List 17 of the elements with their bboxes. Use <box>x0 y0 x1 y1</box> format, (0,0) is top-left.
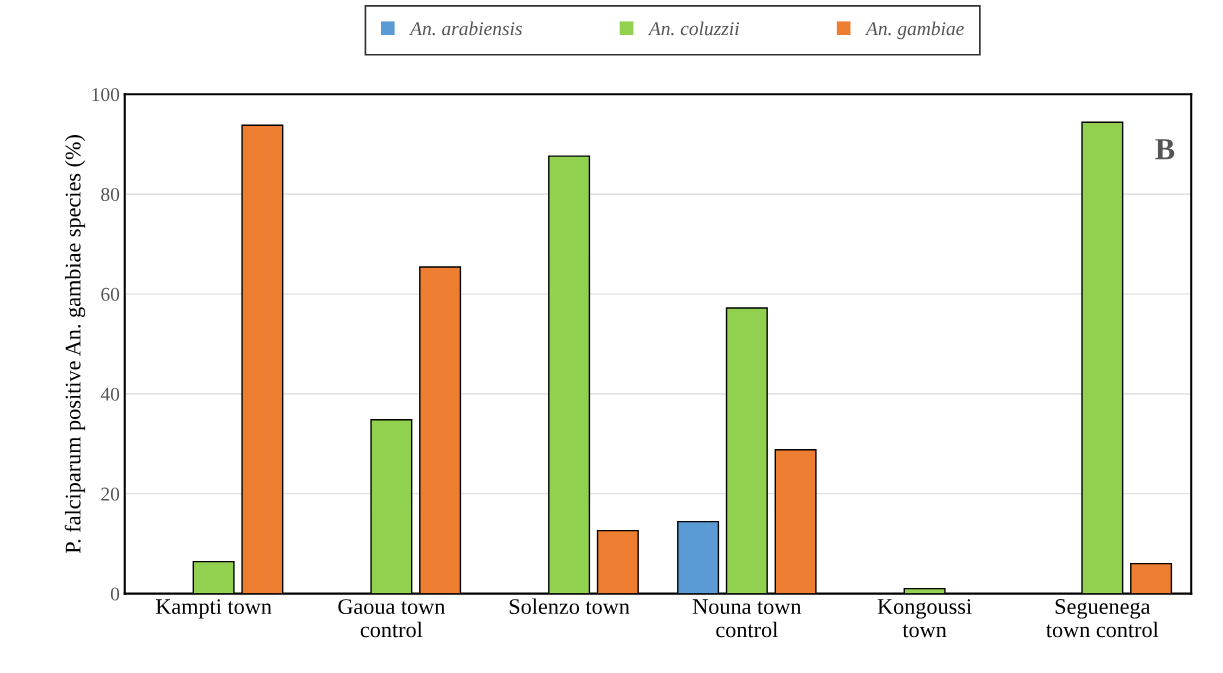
x-tick-label: Kampti town <box>155 599 272 619</box>
y-axis-title: P. falciparum positive An. gambiae species (%) <box>64 135 86 554</box>
legend-label: An. coluzzii <box>647 21 740 36</box>
y-tick-label: 60 <box>101 287 120 301</box>
x-tick-label: Kongoussi town <box>877 599 972 638</box>
legend-label: An. gambiae <box>864 21 964 40</box>
y-tick-label: 40 <box>100 387 120 401</box>
x-tick-label: Gaoua town control <box>338 599 446 638</box>
x-tick-label: Nouna town control <box>692 599 802 638</box>
y-tick-label: 20 <box>101 487 120 501</box>
y-tick-label: 0 <box>110 587 120 601</box>
y-tick-label: 80 <box>101 187 120 202</box>
x-tick-label: Seguenega town control <box>1046 599 1159 638</box>
y-tick-label: 100 <box>92 88 120 102</box>
legend-label: An. arabiensis <box>409 21 522 36</box>
annotation: B <box>1155 139 1175 160</box>
x-tick-label: Solenzo town <box>509 598 630 615</box>
